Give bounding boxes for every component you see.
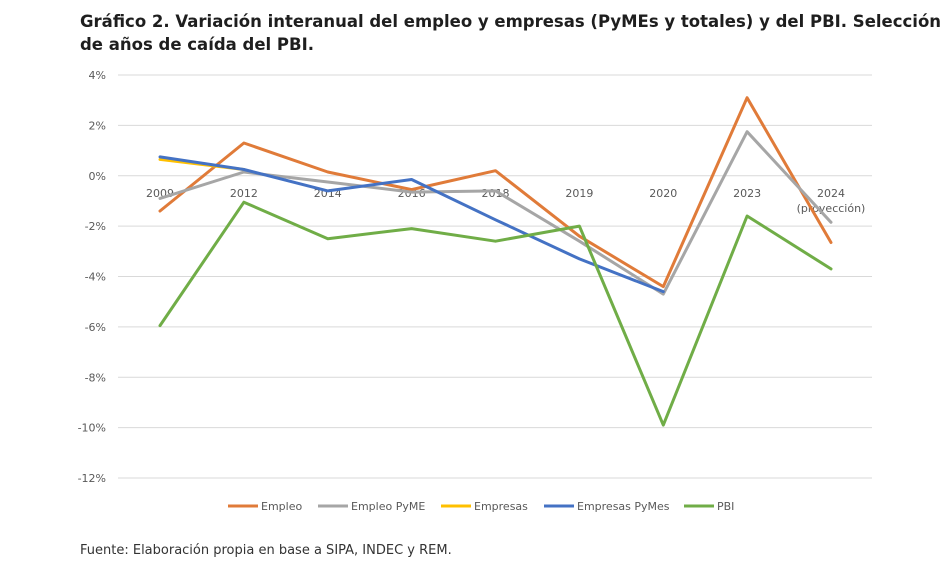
series-empleo-pyme: [158, 130, 833, 296]
chart-title-line-2: de años de caída del PBI.: [80, 35, 315, 54]
line-chart: 4%2%0%-2%-4%-6%-8%-10%-12% 2009 2012 2014 2…: [78, 69, 872, 513]
x-tick-label: 2023: [733, 187, 761, 200]
legend-label: Empresas: [474, 500, 528, 513]
legend-item: PBI: [684, 500, 734, 513]
series-line: [158, 96, 833, 289]
series-empleo: [158, 96, 833, 289]
legend-item: Empresas: [441, 500, 528, 513]
legend-label: PBI: [717, 500, 734, 513]
y-tick-label: 2%: [89, 119, 106, 132]
x-axis-ticks: 2009 2012 2014 2016 2018 2019 2020 2023 2024(pro…: [146, 187, 865, 215]
series-pbi: [158, 200, 833, 427]
grid-layer: [118, 74, 872, 479]
chart-title: Gráfico 2. Variación interanual del empl…: [80, 10, 942, 56]
y-tick-label: -6%: [85, 321, 106, 334]
series-line: [158, 155, 665, 294]
x-tick-label: 2012: [230, 187, 258, 200]
legend-label: Empleo PyME: [351, 500, 425, 513]
legend-item: Empleo PyME: [318, 500, 425, 513]
x-tick-label: 2019: [565, 187, 593, 200]
y-tick-label: -4%: [85, 271, 106, 284]
series-line: [158, 130, 833, 296]
source-note: Fuente: Elaboración propia en base a SIP…: [80, 543, 452, 558]
y-axis-ticks: 4% 2% 0% -2% -4% -6% -8% -10% -12%: [78, 69, 106, 485]
legend-label: Empresas PyMes: [577, 500, 670, 513]
x-tick-label: 2020: [649, 187, 677, 200]
legend: Empleo Empleo PyME Empresas Empresas PyMes P…: [228, 500, 734, 513]
series-line: [158, 200, 833, 427]
y-tick-label: -12%: [78, 472, 106, 485]
legend-item: Empresas PyMes: [544, 500, 670, 513]
series-empresas-pymes: [158, 155, 665, 294]
chart-title-line-1: Gráfico 2. Variación interanual del empl…: [80, 12, 942, 31]
series-layer: [158, 96, 833, 427]
legend-label: Empleo: [261, 500, 302, 513]
y-tick-label: -8%: [85, 371, 106, 384]
y-tick-label: -2%: [85, 220, 106, 233]
y-tick-label: 4%: [89, 69, 106, 82]
x-tick-label: 2024: [817, 187, 845, 200]
y-tick-label: -10%: [78, 422, 106, 435]
y-tick-label: 0%: [89, 170, 106, 183]
legend-item: Empleo: [228, 500, 302, 513]
